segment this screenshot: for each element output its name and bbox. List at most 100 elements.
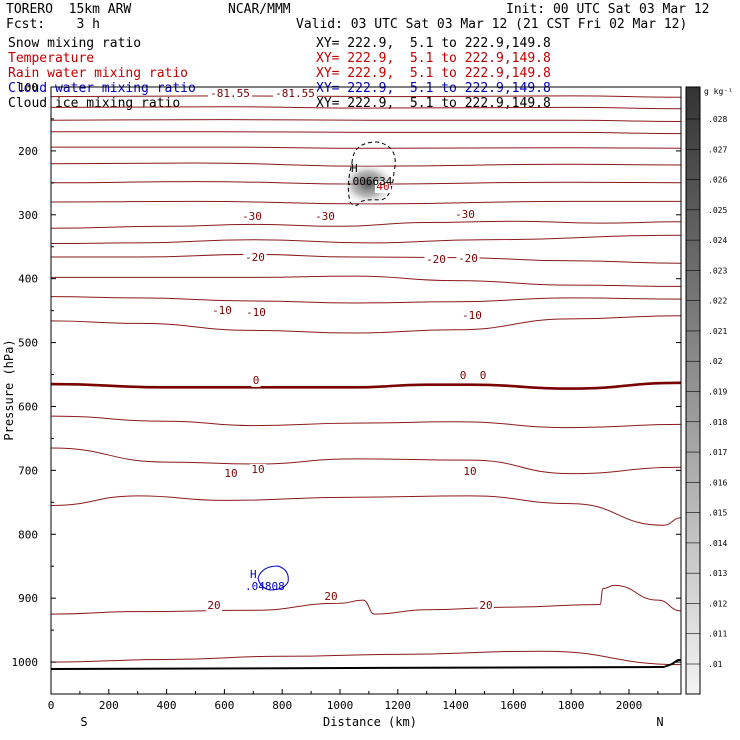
contour-label: -30 bbox=[242, 210, 262, 223]
x-tick-label: 400 bbox=[157, 699, 177, 712]
contour-label-bg bbox=[462, 466, 478, 478]
contour-label-bg bbox=[273, 88, 317, 100]
colorbar-tick-label: .02 bbox=[708, 357, 723, 366]
contour-label-bg bbox=[478, 370, 488, 382]
y-tick-label: 500 bbox=[18, 337, 38, 350]
contour-label-bg bbox=[210, 305, 234, 317]
contour-label: 10 bbox=[251, 463, 264, 476]
contour-label-bg bbox=[424, 254, 448, 266]
cloud-ice-max-value: .006634 bbox=[346, 175, 393, 188]
plot-frame bbox=[50, 86, 682, 695]
colorbar-unit: g kg⁻¹ bbox=[704, 87, 733, 96]
contour-label-bg bbox=[313, 211, 337, 223]
contour-label: -81.55 bbox=[275, 87, 315, 100]
field-rain-xy: XY= 222.9, 5.1 to 222.9,149.8 bbox=[316, 66, 551, 81]
contour-label: 10 bbox=[463, 465, 476, 478]
contour-label-bg bbox=[250, 464, 266, 476]
colorbar-tick-label: .015 bbox=[708, 509, 727, 518]
temperature-contour bbox=[51, 584, 681, 615]
contour-label: 10 bbox=[224, 467, 237, 480]
colorbar-tick-label: .01 bbox=[708, 660, 723, 669]
colorbar-tick-label: .022 bbox=[708, 297, 727, 306]
field-temperature-xy: XY= 222.9, 5.1 to 222.9,149.8 bbox=[316, 51, 551, 66]
x-tick-label: 1400 bbox=[442, 699, 469, 712]
contour-label: 0 bbox=[460, 369, 467, 382]
contour-label: 20 bbox=[207, 599, 220, 612]
y-tick-label: 300 bbox=[18, 209, 38, 222]
field-snow-xy: XY= 222.9, 5.1 to 222.9,149.8 bbox=[316, 36, 551, 51]
contour-label: -81.55 bbox=[210, 87, 250, 100]
contour-label: -10 bbox=[462, 309, 482, 322]
colorbar-tick-label: .017 bbox=[708, 448, 727, 457]
temperature-contour bbox=[51, 119, 681, 122]
north-end-label: N bbox=[656, 715, 663, 729]
contour-label-bg bbox=[375, 181, 391, 193]
colorbar-tick-label: .024 bbox=[708, 236, 727, 245]
temperature-contour bbox=[51, 220, 681, 229]
surface-line bbox=[50, 666, 665, 670]
colorbar-tick-label: .025 bbox=[708, 206, 727, 215]
contour-label: 40 bbox=[376, 180, 389, 193]
cloud-ice-max-marker: H bbox=[351, 162, 358, 175]
y-tick-label: 600 bbox=[18, 400, 38, 413]
colorbar-tick-label: .026 bbox=[708, 176, 727, 185]
colorbar-tick-label: .023 bbox=[708, 266, 727, 275]
temperature-contour bbox=[51, 95, 681, 98]
y-tick-label: 1000 bbox=[12, 656, 39, 669]
y-axis-label: Pressure (hPa) bbox=[2, 339, 16, 440]
terrain-edge bbox=[663, 659, 681, 668]
colorbar-tick-label: .014 bbox=[708, 539, 727, 548]
x-axis-label: Distance (km) bbox=[323, 715, 417, 729]
x-tick-label: 1200 bbox=[385, 699, 412, 712]
field-snow-name: Snow mixing ratio bbox=[8, 36, 142, 51]
contour-label-bg bbox=[208, 88, 252, 100]
field-temperature-name: Temperature bbox=[8, 51, 95, 66]
south-end-label: S bbox=[80, 715, 87, 729]
temperature-contour bbox=[51, 131, 681, 135]
temperature-contour bbox=[51, 495, 681, 526]
contour-label: 0 bbox=[253, 374, 260, 387]
colorbar-tick-label: .018 bbox=[708, 418, 727, 427]
field-cloudwater-name: Cloud water mixing ratio bbox=[8, 81, 196, 96]
temperature-contour bbox=[51, 275, 681, 287]
contour-label-bg bbox=[453, 209, 477, 221]
y-tick-label: 700 bbox=[18, 464, 38, 477]
init-time: Init: 00 UTC Sat 03 Mar 12 bbox=[506, 2, 710, 17]
contour-label-bg bbox=[458, 370, 468, 382]
x-tick-label: 1800 bbox=[558, 699, 585, 712]
valid-time: Valid: 03 UTC Sat 03 Mar 12 (21 CST Fri … bbox=[296, 17, 688, 32]
contour-label: -20 bbox=[458, 252, 478, 265]
temperature-contour bbox=[51, 234, 681, 244]
colorbar: .028 .027 .026 .025 .024 .023 .022 .021 .02 .019.… bbox=[685, 86, 733, 695]
y-tick-label: 900 bbox=[18, 592, 38, 605]
contour-label: -30 bbox=[455, 208, 475, 221]
x-tick-label: 800 bbox=[272, 699, 292, 712]
temperature-contour bbox=[51, 146, 681, 149]
contour-label-bg bbox=[323, 591, 339, 603]
field-rain-name: Rain water mixing ratio bbox=[8, 66, 189, 81]
colorbar-tick-label: .028 bbox=[708, 115, 727, 124]
contour-label-bg bbox=[460, 310, 484, 322]
temperature-contour bbox=[51, 650, 681, 666]
contour-label: 20 bbox=[324, 590, 337, 603]
colorbar-tick-label: .016 bbox=[708, 478, 727, 487]
temperature-contour bbox=[51, 315, 681, 334]
y-tick-label: 800 bbox=[18, 528, 38, 541]
y-tick-label: 200 bbox=[18, 145, 38, 158]
contour-label: -20 bbox=[426, 253, 446, 266]
contour-label: 0 bbox=[480, 369, 487, 382]
contour-label-bg bbox=[243, 252, 267, 264]
forecast-hour: Fcst: 3 h bbox=[6, 17, 100, 32]
y-tick-label: 100 bbox=[18, 81, 38, 94]
temperature-contour bbox=[51, 447, 681, 475]
x-tick-label: 1600 bbox=[500, 699, 527, 712]
field-cloudice-xy: XY= 222.9, 5.1 to 222.9,149.8 bbox=[316, 96, 551, 111]
contour-label-bg bbox=[206, 600, 222, 612]
cloud-ice-shading bbox=[340, 141, 396, 206]
contour-label: -10 bbox=[246, 306, 266, 319]
temperature-contour bbox=[51, 415, 681, 429]
colorbar-tick-label: .021 bbox=[708, 327, 727, 336]
contour-label: -30 bbox=[315, 210, 335, 223]
contour-label: -20 bbox=[245, 251, 265, 264]
